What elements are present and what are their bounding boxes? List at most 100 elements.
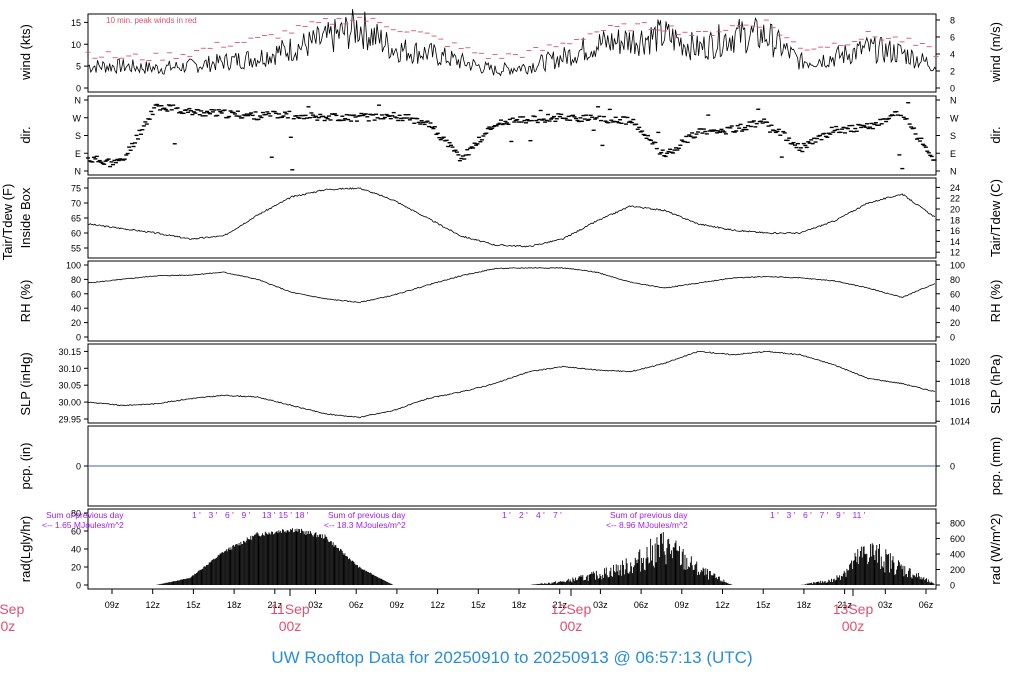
temp-right-label: Tair/Tdew (C) — [988, 179, 1003, 257]
left-tick-label-pcp: 0 — [76, 462, 81, 472]
right-tick-label-rh: 80 — [950, 275, 960, 285]
rad-hour-mark: 18 ' — [295, 510, 309, 520]
left-tick-label-wind: 0 — [76, 84, 81, 94]
time-tick-label: 03z — [878, 600, 893, 610]
right-tick-label-rh: 40 — [950, 304, 960, 314]
right-tick-label-rad: 400 — [950, 550, 965, 560]
pcp-right-label: pcp. (mm) — [988, 437, 1003, 496]
rad-hour-mark: 9 ' — [242, 510, 251, 520]
right-tick-label-rh: 20 — [950, 318, 960, 328]
slp-right-label: SLP (hPa) — [988, 354, 1003, 414]
panel-frame-rh — [87, 260, 937, 342]
rad-hour-mark: 1 ' — [192, 510, 201, 520]
time-tick-label: 03z — [308, 600, 323, 610]
left-tick-label-rh: 100 — [66, 261, 81, 271]
time-tick-label: 21z — [837, 600, 852, 610]
right-tick-label-temp: 24 — [950, 183, 960, 193]
left-tick-label-slp: 30.15 — [58, 347, 81, 357]
left-tick-label-rh: 20 — [71, 318, 81, 328]
rad-hour-mark: 4 ' — [536, 510, 545, 520]
rad-sum-line1: Sum of previous day — [46, 510, 124, 520]
right-tick-label-dir: N — [950, 167, 957, 177]
right-tick-label-temp: 20 — [950, 205, 960, 215]
right-tick-label-rad: 600 — [950, 534, 965, 544]
slp-left-label: SLP (inHg) — [18, 352, 33, 415]
left-tick-label-rad: 0 — [76, 581, 81, 591]
right-tick-label-wind: 6 — [950, 32, 955, 42]
right-tick-label-wind: 0 — [950, 84, 955, 94]
right-tick-label-dir: S — [950, 131, 956, 141]
time-tick-label: 12z — [145, 600, 160, 610]
time-tick-label: 15z — [756, 600, 771, 610]
day-label: 10Sep — [0, 601, 24, 617]
left-tick-label-dir: N — [75, 96, 82, 106]
panel-frame-slp — [87, 343, 937, 424]
time-tick-label: 15z — [471, 600, 486, 610]
right-tick-label-dir: E — [950, 149, 956, 159]
day-hour-label: 00z — [0, 618, 15, 634]
right-tick-label-temp: 14 — [950, 237, 960, 247]
left-tick-label-rad: 40 — [71, 545, 81, 555]
wind-left-label: wind (kts) — [18, 24, 33, 81]
right-tick-label-wind: 8 — [950, 15, 955, 25]
right-tick-label-rad: 0 — [950, 581, 955, 591]
time-tick-label: 06z — [349, 600, 364, 610]
rad-sum-line2: <-- 18.3 MJoules/m^2 — [324, 520, 406, 530]
rh-left-label: RH (%) — [18, 280, 33, 323]
right-tick-label-slp: 1016 — [950, 397, 970, 407]
rad-hour-mark: 13 ' — [262, 510, 276, 520]
left-tick-label-temp: 65 — [71, 214, 81, 224]
right-tick-label-dir: W — [950, 113, 959, 123]
wind-annotation: 10 min. peak winds in red — [106, 16, 197, 25]
day-label: 12Sep — [551, 601, 592, 617]
slp-line — [87, 350, 936, 419]
dir-left-label: dir. — [18, 126, 33, 143]
time-tick-label: 06z — [919, 600, 934, 610]
wind-right-label: wind (m/s) — [988, 22, 1003, 83]
time-tick-label: 09z — [675, 600, 690, 610]
right-tick-label-slp: 1014 — [950, 417, 970, 427]
day-label: 11Sep — [270, 601, 310, 617]
rad-sum-line1: Sum of previous day — [328, 510, 406, 520]
right-tick-label-rh: 60 — [950, 289, 960, 299]
left-tick-label-temp: 75 — [71, 184, 81, 194]
rad-hour-mark: 7 ' — [820, 510, 829, 520]
time-tick-label: 06z — [634, 600, 649, 610]
right-tick-label-rh: 100 — [950, 261, 965, 271]
time-tick-label: 21z — [268, 600, 283, 610]
time-tick-label: 12z — [430, 600, 445, 610]
left-tick-label-temp: 60 — [71, 229, 81, 239]
right-tick-label-wind: 4 — [950, 49, 955, 59]
time-tick-label: 09z — [105, 600, 120, 610]
right-tick-label-slp: 1018 — [950, 377, 970, 387]
rad-left-label: rad(Lgly/hr) — [18, 516, 33, 582]
left-tick-label-rad: 60 — [71, 527, 81, 537]
left-tick-label-wind: 15 — [71, 18, 81, 28]
left-tick-label-dir: N — [75, 167, 82, 177]
left-tick-label-slp: 29.95 — [58, 415, 81, 425]
time-tick-label: 03z — [593, 600, 608, 610]
time-tick-label: 12z — [715, 600, 730, 610]
rad-sum-line1: Sum of previous day — [610, 510, 688, 520]
left-tick-label-temp: 70 — [71, 199, 81, 209]
footer-title: UW Rooftop Data for 20250910 to 20250913… — [271, 648, 753, 667]
temp-left-label-2: Inside Box — [18, 187, 33, 248]
left-tick-label-temp: 55 — [71, 244, 81, 254]
right-tick-label-pcp: 0 — [950, 462, 955, 472]
left-tick-label-slp: 30.10 — [58, 364, 81, 374]
right-tick-label-temp: 22 — [950, 194, 960, 204]
left-tick-label-rad: 80 — [71, 509, 81, 519]
panel-frame-wind — [87, 13, 937, 93]
left-tick-label-rad: 20 — [71, 563, 81, 573]
right-tick-label-temp: 12 — [950, 248, 960, 258]
time-tick-label: 18z — [227, 600, 242, 610]
rad-sum-line2: <-- 1.65 MJoules/m^2 — [42, 520, 124, 530]
left-tick-label-rh: 0 — [76, 333, 81, 343]
time-tick-label: 18z — [797, 600, 812, 610]
right-tick-label-rad: 800 — [950, 519, 965, 529]
left-tick-label-wind: 10 — [71, 40, 81, 50]
rh-line — [87, 267, 936, 304]
temp-line — [87, 187, 936, 248]
day-hour-label: 00z — [279, 618, 302, 634]
